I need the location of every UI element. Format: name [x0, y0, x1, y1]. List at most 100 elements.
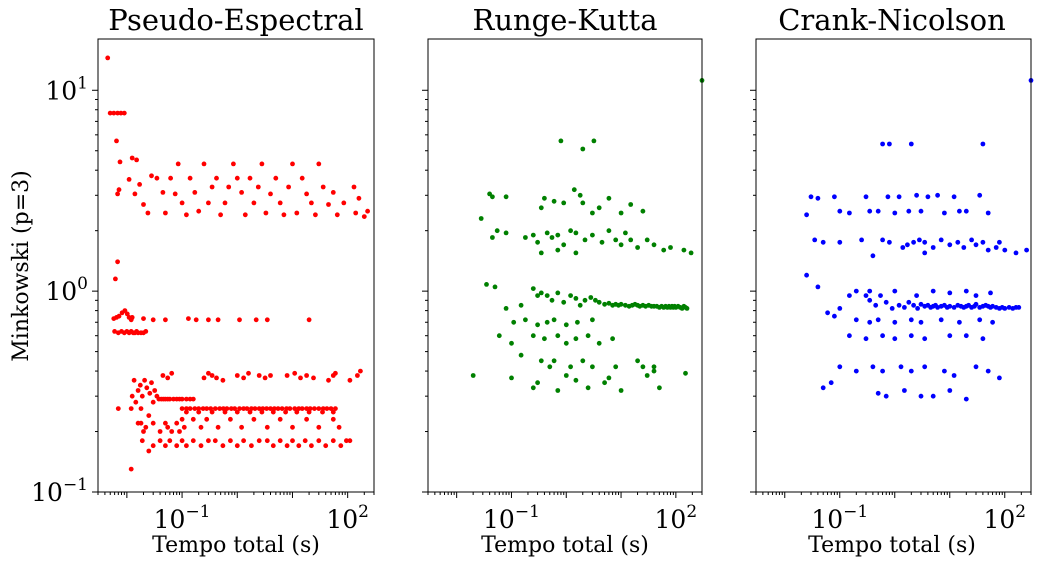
- panel-1-point: [247, 409, 253, 415]
- panel-1-point: [241, 375, 247, 381]
- panel-1-point: [115, 191, 120, 197]
- panel-2-point: [478, 216, 484, 221]
- panel-1-point: [218, 212, 224, 218]
- panel-1-point: [309, 443, 314, 449]
- panel-3-point: [985, 368, 991, 374]
- panel-1-point: [149, 380, 154, 386]
- panel-1-point: [237, 317, 242, 323]
- panel-2-point: [530, 286, 536, 291]
- panel-2-point: [538, 250, 544, 256]
- panel-1-point: [163, 420, 168, 426]
- panel-1-point: [244, 406, 250, 411]
- panel-2-point: [568, 293, 573, 298]
- panel-2-point: [555, 290, 561, 296]
- panel-3-point: [1016, 305, 1022, 310]
- panel-2-point: [549, 235, 555, 240]
- panel-1-point: [292, 370, 298, 376]
- panel-3-point: [963, 208, 969, 214]
- panel-1-point: [157, 438, 163, 444]
- panel-1-point: [222, 409, 228, 415]
- panel-3-point: [997, 239, 1002, 245]
- panel-3-point: [922, 336, 928, 342]
- panel-1-point: [264, 424, 270, 430]
- panel-1-point: [228, 416, 233, 422]
- panel-2-point: [590, 232, 595, 238]
- panel-1-point: [277, 416, 283, 422]
- panel-1-point: [184, 212, 189, 218]
- panel-1-point: [184, 409, 189, 415]
- panel-1-point: [234, 443, 240, 449]
- panel-1-point: [253, 317, 259, 323]
- panel-2-point: [530, 385, 536, 391]
- panel-1-y-tick-label: 100: [45, 274, 88, 306]
- panel-1-point: [270, 443, 276, 449]
- panel-1-point: [304, 416, 309, 422]
- panel-1-point: [129, 315, 135, 320]
- panel-1-point: [200, 406, 206, 411]
- panel-2-point: [657, 385, 662, 391]
- panel-2-point: [563, 322, 569, 328]
- panel-2-point: [530, 333, 536, 339]
- panel-2-point: [535, 239, 540, 245]
- panel-1-point: [302, 438, 308, 444]
- panel-3-point: [804, 272, 809, 278]
- panel-1-point: [330, 409, 336, 415]
- panel-1-point: [252, 406, 258, 411]
- panel-1-point: [175, 161, 181, 167]
- panel-1-title: Pseudo-Espectral: [108, 3, 363, 37]
- panel-2-point: [503, 306, 509, 311]
- panel-2-point: [618, 388, 624, 393]
- panel-1-point: [209, 409, 215, 415]
- panel-2-point: [644, 237, 650, 243]
- panel-1-point: [259, 161, 265, 167]
- panel-2-point: [683, 370, 688, 376]
- panel-1-point: [330, 190, 336, 195]
- panel-3-point: [875, 390, 881, 396]
- panel-3-point: [973, 364, 979, 370]
- panel-2-point: [651, 368, 657, 374]
- panel-3-point: [885, 194, 891, 200]
- panel-1-point: [249, 443, 254, 449]
- panel-2-point: [602, 301, 607, 307]
- panel-1-point: [286, 184, 291, 190]
- panel-1-point: [316, 161, 322, 167]
- panel-2-point: [563, 340, 569, 346]
- panel-1-point: [196, 406, 202, 411]
- panel-1-point: [279, 406, 285, 411]
- panel-2-point: [573, 230, 579, 236]
- panel-3-point: [918, 208, 924, 214]
- panel-1-point: [290, 438, 295, 444]
- panel-1-point: [131, 377, 137, 383]
- panel-2-xlabel: Tempo total (s): [481, 533, 649, 558]
- panel-3-point: [873, 302, 879, 308]
- panel-1-point: [122, 308, 128, 313]
- panel-3-xticks: 10−1 102: [755, 492, 1032, 534]
- panel-2-point: [535, 293, 540, 298]
- panel-1-point: [212, 406, 218, 411]
- panel-1-yticks: 101 100 10−1: [31, 73, 98, 507]
- panel-3-point: [880, 141, 885, 147]
- panel-1-point: [163, 210, 168, 216]
- panel-2-point: [503, 230, 509, 236]
- panel-1-point: [239, 424, 245, 430]
- panel-3-point: [914, 293, 919, 298]
- panel-1-point: [326, 377, 331, 383]
- panel-3-point: [887, 141, 892, 147]
- panel-2-point: [535, 380, 540, 386]
- panel-1-point: [320, 409, 325, 415]
- panel-2-point: [555, 388, 561, 393]
- panel-1-point: [184, 406, 189, 411]
- panel-1-x-tick-label: 102: [326, 502, 369, 534]
- panel-1-point: [334, 212, 340, 218]
- panel-1-point: [190, 396, 196, 402]
- panel-2-point: [644, 373, 650, 378]
- panel-1-point: [204, 416, 210, 422]
- panel-1-point: [184, 443, 189, 449]
- panel-2-point: [606, 300, 612, 306]
- panel-1-point: [312, 406, 317, 411]
- panel-3-point: [870, 364, 876, 370]
- panel-2-point: [582, 237, 588, 243]
- panel-1-point: [283, 409, 288, 415]
- panel-3-point: [837, 364, 843, 370]
- panel-1-point: [281, 212, 287, 218]
